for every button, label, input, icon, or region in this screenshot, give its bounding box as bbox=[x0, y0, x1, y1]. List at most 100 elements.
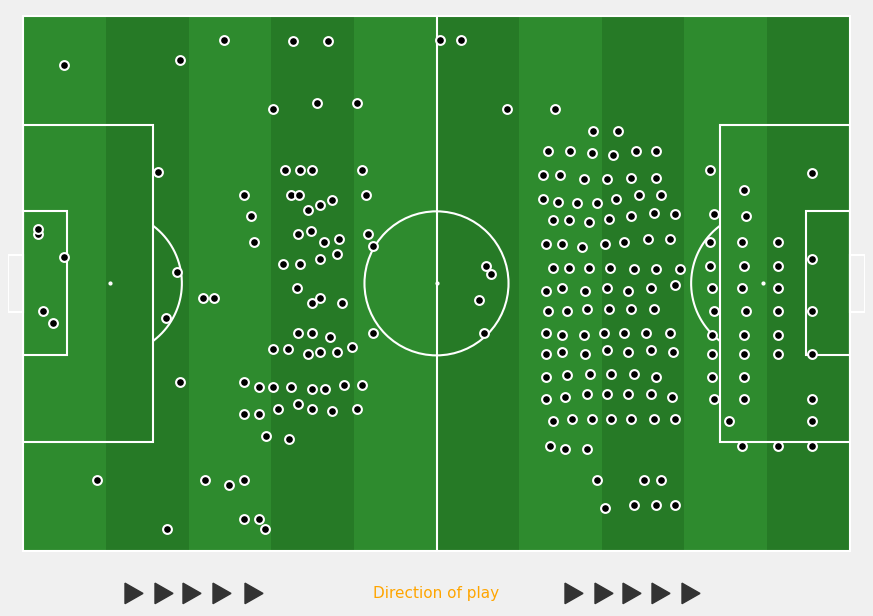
Bar bbox=[354, 16, 436, 551]
Point bbox=[313, 200, 327, 209]
Point bbox=[622, 389, 636, 399]
Point bbox=[433, 35, 447, 45]
Point bbox=[806, 254, 820, 264]
Polygon shape bbox=[595, 583, 613, 604]
Point bbox=[539, 372, 553, 382]
Point bbox=[251, 514, 265, 524]
Point bbox=[58, 60, 72, 70]
Point bbox=[539, 328, 553, 338]
Point bbox=[484, 269, 498, 278]
Point bbox=[292, 259, 306, 269]
Point bbox=[707, 306, 721, 316]
Bar bbox=[8, 254, 24, 312]
Point bbox=[703, 261, 717, 270]
Point bbox=[281, 344, 295, 354]
Point bbox=[609, 194, 623, 204]
Point bbox=[668, 500, 682, 509]
Point bbox=[806, 416, 820, 426]
Point bbox=[737, 330, 751, 339]
Point bbox=[665, 392, 679, 402]
Point bbox=[546, 416, 560, 426]
Point bbox=[330, 249, 344, 259]
Point bbox=[611, 126, 625, 136]
Point bbox=[560, 306, 574, 316]
Point bbox=[739, 211, 753, 221]
Point bbox=[771, 261, 785, 270]
Point bbox=[337, 380, 351, 390]
Point bbox=[317, 237, 331, 247]
Point bbox=[637, 475, 651, 485]
Point bbox=[562, 262, 576, 272]
Point bbox=[577, 330, 591, 339]
Point bbox=[276, 259, 290, 269]
Point bbox=[499, 104, 513, 114]
Polygon shape bbox=[125, 583, 143, 604]
Point bbox=[643, 389, 657, 399]
Point bbox=[319, 384, 333, 394]
Point bbox=[539, 239, 553, 249]
Point bbox=[282, 434, 296, 444]
Point bbox=[540, 145, 554, 155]
Point bbox=[266, 344, 280, 354]
Point bbox=[196, 293, 210, 303]
Point bbox=[806, 394, 820, 404]
Point bbox=[479, 261, 493, 270]
Point bbox=[330, 347, 344, 357]
Point bbox=[707, 394, 721, 404]
Point bbox=[641, 234, 655, 244]
Point bbox=[151, 168, 165, 177]
Point bbox=[208, 293, 222, 303]
Point bbox=[600, 346, 614, 355]
Point bbox=[197, 475, 211, 485]
Point bbox=[367, 328, 381, 338]
Point bbox=[546, 262, 560, 272]
Point bbox=[237, 190, 251, 200]
Point bbox=[170, 267, 184, 277]
Point bbox=[649, 173, 663, 183]
Point bbox=[237, 409, 251, 419]
Point bbox=[806, 441, 820, 451]
Point bbox=[622, 347, 636, 357]
Point bbox=[345, 342, 359, 352]
Point bbox=[306, 384, 320, 394]
Point bbox=[737, 261, 751, 270]
Point bbox=[577, 174, 591, 184]
Point bbox=[536, 194, 550, 204]
Point bbox=[617, 237, 631, 247]
Point bbox=[292, 190, 306, 200]
Point bbox=[325, 407, 339, 416]
Point bbox=[278, 165, 292, 175]
Bar bbox=[106, 16, 189, 551]
Point bbox=[560, 370, 574, 380]
Point bbox=[31, 229, 45, 239]
Point bbox=[335, 298, 349, 308]
Point bbox=[90, 475, 104, 485]
Point bbox=[361, 229, 375, 239]
Point bbox=[624, 211, 638, 221]
Point bbox=[472, 295, 486, 305]
Point bbox=[771, 349, 785, 359]
Point bbox=[354, 380, 368, 390]
Point bbox=[663, 328, 677, 338]
Point bbox=[578, 286, 592, 296]
Point bbox=[668, 280, 682, 290]
Point bbox=[285, 36, 299, 46]
Point bbox=[266, 382, 280, 392]
Point bbox=[649, 500, 663, 509]
Point bbox=[251, 382, 265, 392]
Point bbox=[582, 262, 596, 272]
Point bbox=[266, 104, 280, 114]
Polygon shape bbox=[183, 583, 201, 604]
Point bbox=[806, 306, 820, 316]
Point bbox=[643, 283, 657, 293]
Point bbox=[643, 346, 657, 355]
Point bbox=[771, 283, 785, 293]
Point bbox=[539, 349, 553, 359]
Point bbox=[705, 330, 719, 339]
Point bbox=[272, 404, 285, 414]
Point bbox=[477, 328, 491, 338]
Point bbox=[654, 190, 668, 200]
Point bbox=[585, 414, 599, 424]
Point bbox=[325, 195, 339, 205]
Point bbox=[244, 211, 258, 221]
